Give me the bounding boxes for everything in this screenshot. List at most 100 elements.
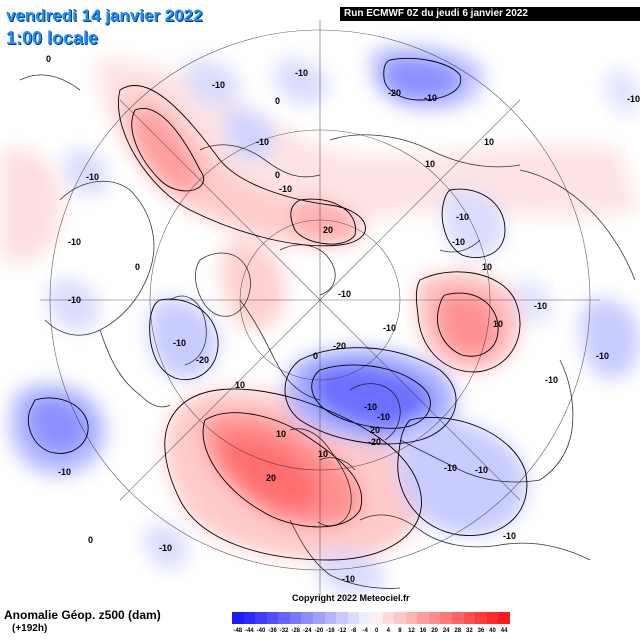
legend-swatch [451,612,464,624]
negative-anomaly-area [514,279,553,325]
legend-swatch [347,612,360,624]
legend-tick-label: 20 [431,628,438,634]
contour-label: 10 [482,262,492,272]
contour-label: -10 [338,289,351,299]
contour-label: -10 [159,543,172,553]
coastline [359,514,591,561]
legend-swatch [278,612,290,624]
contour-line [149,298,219,380]
contour-label: 10 [235,380,245,390]
contour-line [311,364,431,429]
contour-label: -20 [388,88,401,98]
legend-tick-label: -12 [337,628,347,634]
meridian [319,299,521,501]
contour-label: -20 [196,355,209,365]
coastlines [19,74,636,589]
negative-anomaly-area [383,58,461,100]
legend-swatch [324,612,337,624]
legend-tick-label: 8 [398,628,402,634]
graticule [40,20,600,600]
legend-swatch [498,612,510,624]
contour-label: 0 [313,351,318,361]
legend-tick-label: 16 [419,628,427,634]
negative-anomaly-area [224,108,275,161]
negative-anomaly-area [64,149,109,197]
contour-label: -20 [368,437,381,447]
legend-swatch [417,612,429,624]
coastline [399,439,541,483]
negative-anomaly-area [47,279,100,331]
contour-label: -10 [279,184,292,194]
legend-swatch [370,612,383,624]
contour-label: 20 [370,425,380,435]
contour-line [397,417,528,536]
forecast-lead-time: (+192h) [12,623,48,634]
contour-label: -10 [383,323,396,333]
legend-tick-label: -36 [268,628,277,634]
legend-swatch [486,612,499,624]
positive-anomaly-area [131,108,204,191]
coastline [199,144,321,178]
negative-anomaly-area [580,298,640,379]
meridian [119,99,321,301]
contour-label: -20 [333,341,346,351]
legend-tick-label: 32 [466,628,473,634]
contour-line [383,57,462,101]
contour-label: -10 [534,301,547,311]
legend-swatch [301,612,314,624]
contour-line [415,271,521,373]
legend-swatch [405,612,418,624]
negative-anomaly-area [144,524,189,569]
legend-tick-label: -44 [245,628,254,634]
contour-label: 0 [88,535,93,545]
coastline [349,383,401,441]
contour-line [290,198,356,245]
anomaly-fields [0,45,640,596]
contour-label: 20 [323,225,333,235]
contour-label: -10 [596,351,609,361]
contour-label: -10 [86,172,99,182]
contour-label: -10 [364,402,377,412]
contour-label: -10 [295,68,308,78]
legend-tick-label: -8 [350,628,357,634]
contour-label: -10 [456,212,469,222]
negative-anomaly-area [184,59,240,107]
contour-label: -10 [545,375,558,385]
legend-swatch [232,612,244,624]
coastline [329,134,521,168]
forecast-date: vendredi 14 janvier 2022 [6,6,203,25]
contour-line [441,188,506,258]
legend-swatch [382,612,395,624]
contour-label: -10 [444,463,457,473]
contour-label: -10 [68,295,81,305]
contour-label: 0 [275,170,280,180]
legend-tick-label: 36 [477,628,485,634]
contour-label: -10 [627,94,640,104]
negative-anomaly-area [315,551,386,596]
meridian [319,99,521,301]
legend-swatch [440,612,452,624]
coastline [439,239,481,253]
negative-anomaly-area [442,189,505,258]
contour-line [284,347,457,445]
contour-label: 0 [135,262,140,272]
legend-tick-label: -20 [314,628,324,634]
positive-anomaly-area [221,436,320,511]
legend-tick-label: 28 [454,628,462,634]
legend-tick-label: 0 [375,628,379,634]
negative-anomaly-area [28,397,89,454]
negative-anomaly-area [149,299,219,380]
legend-tick-label: -28 [291,628,301,634]
coastline [539,359,574,481]
contour-label: 10 [425,159,435,169]
legend-tick-label: 12 [408,628,415,634]
contour-line [118,85,366,247]
contour-line [28,397,89,454]
legend-swatch [463,612,476,624]
positive-anomaly-area [437,293,499,357]
coastline [239,299,321,401]
legend-swatch [359,612,371,624]
legend-tick-label: -48 [233,628,243,634]
meridian [119,299,321,501]
